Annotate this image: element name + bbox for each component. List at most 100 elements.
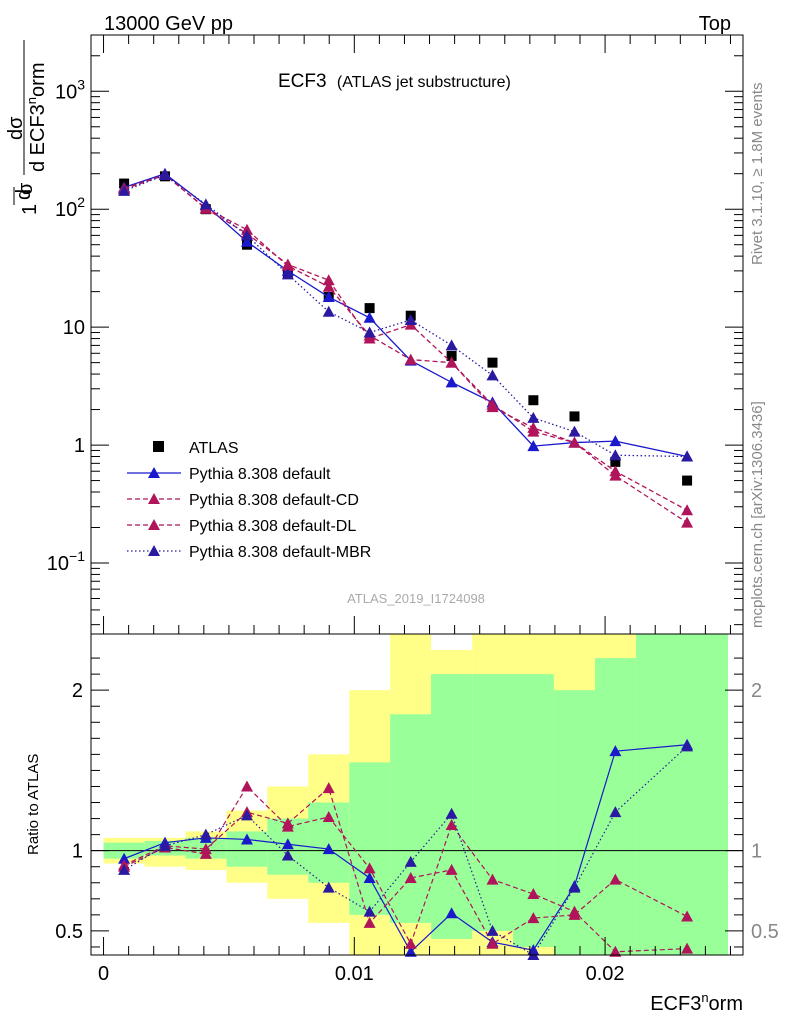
atlas-point (487, 357, 498, 368)
pythia-8-308-default-dl-point (240, 223, 253, 235)
pythia-8-308-default-mbr-point (322, 305, 335, 317)
pythia-8-308-default-mbr-ratio-point (568, 881, 581, 893)
pythia-8-308-default-mbr-ratio-point (199, 828, 212, 840)
pythia-8-308-default-dl-ratio-point (609, 945, 622, 957)
pythia-8-308-default-mbr-ratio-point (609, 806, 622, 818)
pythia-8-308-default-mbr-point (281, 268, 294, 280)
ratio-y-tick-label-right: 1 (751, 841, 762, 863)
green-band-bin (513, 674, 554, 947)
pythia-8-308-default-dl-point (404, 353, 417, 365)
pythia-8-308-default-dl-point (445, 356, 458, 368)
pythia-8-308-default-mbr-point (240, 229, 253, 241)
pythia-8-308-default-dl-ratio-point (404, 937, 417, 949)
pythia-8-308-default-point (363, 311, 376, 323)
pythia-8-308-default-cd-point (681, 504, 694, 516)
pythia-8-308-default-mbr-ratio-point (281, 849, 294, 861)
pythia-8-308-default-mbr-ratio-point (118, 863, 131, 875)
plot-title-main: ECF3 (278, 71, 327, 92)
legend-label: ATLAS (189, 440, 239, 457)
pythia-8-308-default-dl-ratio-line (123, 785, 688, 953)
x-tick-label: 0 (98, 963, 109, 985)
pythia-8-308-default-line (123, 172, 688, 458)
pythia-8-308-default-cd-ratio-point (527, 912, 540, 924)
pythia-8-308-default-mbr-ratio-point (445, 807, 458, 819)
pythia-8-308-default-mbr-point (527, 411, 540, 423)
pythia-8-308-default-cd-ratio-point (445, 863, 458, 875)
pythia-8-308-default-mbr-ratio-point (681, 740, 694, 752)
y-tick-label: 10−1 (47, 548, 85, 575)
pythia-8-308-default-dl-point (486, 398, 499, 410)
pythia-8-308-default-dl-ratio-point (363, 862, 376, 874)
legend-marker (148, 467, 160, 478)
atlas-point (610, 456, 621, 467)
legend-marker (148, 519, 160, 530)
y-tick-label: 1 (74, 435, 85, 457)
legend-marker (148, 493, 160, 504)
main-y-axis-title: 1 σ d dσ d ECF3norm (5, 40, 49, 215)
pythia-8-308-default-point (240, 235, 253, 247)
pythia-8-308-default-ratio-point (322, 843, 335, 855)
pythia-8-308-default-point (322, 291, 335, 303)
pythia-8-308-default-cd-ratio-point (322, 782, 335, 794)
main-series-layer (118, 167, 694, 528)
pythia-8-308-default-ratio-point (363, 871, 376, 883)
x-tick-label: 0.01 (335, 963, 374, 985)
pythia-8-308-default-mbr-point (445, 339, 458, 351)
ratio-bands (91, 634, 743, 955)
legend-marker (148, 545, 160, 556)
pythia-8-308-default-mbr-point (118, 184, 131, 196)
pythia-8-308-default-point (527, 440, 540, 452)
pythia-8-308-default-mbr-point (681, 450, 694, 462)
y-tick-label: 10 (63, 317, 85, 339)
y-title-sigma: σ (15, 182, 37, 195)
pythia-8-308-default-mbr-point (568, 425, 581, 437)
green-band-bin (349, 762, 391, 915)
y-title-ecf: d ECF3norm (24, 63, 49, 173)
pythia-8-308-default-ratio-point (445, 907, 458, 919)
legend: ATLAS Pythia 8.308 default Pythia 8.308 de… (127, 440, 371, 561)
pythia-8-308-default-ratio-point (281, 838, 294, 850)
pythia-8-308-default-cd-ratio-point (681, 910, 694, 922)
pythia-8-308-default-mbr-point (486, 369, 499, 381)
pythia-8-308-default-dl-ratio-point (199, 847, 212, 859)
pythia-8-308-default-dl-point (609, 469, 622, 481)
green-band-bin (390, 714, 432, 923)
pythia-8-308-default-cd-ratio-point (609, 873, 622, 885)
y-title-1-over-sigma: 1 (19, 204, 41, 215)
legend-atlas-marker (153, 441, 164, 452)
pythia-8-308-default-mbr-ratio-point (363, 905, 376, 917)
atlas-point (528, 395, 539, 406)
green-band-bin (472, 674, 514, 931)
ratio-y-tick-label: 2 (72, 680, 83, 702)
atlas-point (446, 350, 457, 361)
pythia-8-308-default-point (445, 376, 458, 388)
ratio-y-axis-title: Ratio to ATLAS (25, 754, 42, 855)
pythia-8-308-default-ratio-point (609, 745, 622, 757)
pythia-8-308-default-dl-point (527, 425, 540, 437)
pythia-8-308-default-ratio-point (118, 852, 131, 864)
header-left: 13000 GeV pp (104, 13, 233, 35)
y-title-dsigma: dσ (5, 116, 27, 140)
analysis-id: ATLAS_2019_I1724098 (347, 591, 485, 606)
atlas-point (364, 303, 375, 314)
pythia-8-308-default-cd-ratio-point (404, 871, 417, 883)
ratio-y-tick-label-right: 2 (751, 680, 762, 702)
pythia-8-308-default-dl-ratio-point (527, 888, 540, 900)
pythia-8-308-default-mbr-point (199, 198, 212, 210)
ratio-y-tick-label: 1 (72, 841, 83, 863)
pythia-8-308-default-mbr-point (404, 313, 417, 325)
legend-label: Pythia 8.308 default (189, 466, 331, 483)
legend-label: Pythia 8.308 default-MBR (189, 544, 371, 561)
pythia-8-308-default-dl-ratio-point (445, 818, 458, 830)
atlas-point (682, 475, 693, 486)
pythia-8-308-default-dl-ratio-point (281, 820, 294, 832)
pythia-8-308-default-ratio-point (404, 945, 417, 957)
plot-title-sub: (ATLAS jet substructure) (337, 74, 511, 91)
pythia-8-308-default-mbr-ratio-point (404, 855, 417, 867)
y-tick-label: 103 (55, 76, 85, 103)
pythia-8-308-default-mbr-line (123, 174, 688, 458)
green-band-bin (431, 674, 473, 939)
pythia-8-308-default-cd-line (123, 174, 688, 511)
pythia-8-308-default-cd-point (322, 274, 335, 286)
